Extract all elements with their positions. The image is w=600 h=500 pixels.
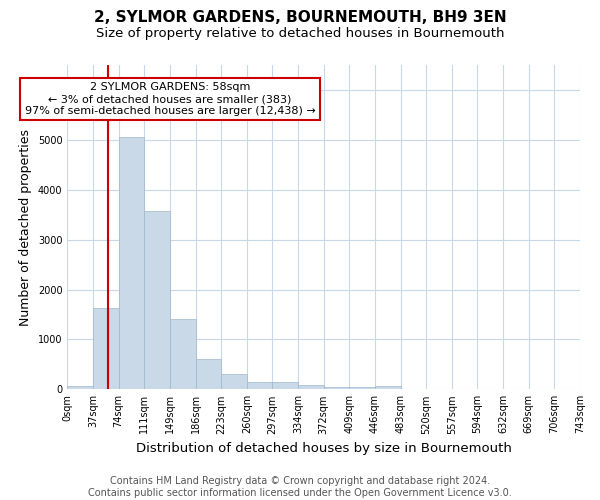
Text: Size of property relative to detached houses in Bournemouth: Size of property relative to detached ho… [96, 28, 504, 40]
Bar [196, 359, 221, 390]
Bar [119, 138, 144, 390]
Bar [247, 382, 272, 390]
Text: Contains HM Land Registry data © Crown copyright and database right 2024.
Contai: Contains HM Land Registry data © Crown c… [88, 476, 512, 498]
X-axis label: Distribution of detached houses by size in Bournemouth: Distribution of detached houses by size … [136, 442, 512, 455]
Bar [67, 386, 93, 390]
Y-axis label: Number of detached properties: Number of detached properties [19, 128, 32, 326]
Bar [298, 384, 323, 390]
Bar [170, 320, 196, 390]
Bar [272, 382, 298, 390]
Bar [144, 210, 170, 390]
Bar [323, 388, 349, 390]
Bar [349, 387, 375, 390]
Text: 2, SYLMOR GARDENS, BOURNEMOUTH, BH9 3EN: 2, SYLMOR GARDENS, BOURNEMOUTH, BH9 3EN [94, 10, 506, 25]
Text: 2 SYLMOR GARDENS: 58sqm
← 3% of detached houses are smaller (383)
97% of semi-de: 2 SYLMOR GARDENS: 58sqm ← 3% of detached… [25, 82, 315, 116]
Bar [375, 386, 401, 390]
Bar [221, 374, 247, 390]
Bar [93, 308, 119, 390]
